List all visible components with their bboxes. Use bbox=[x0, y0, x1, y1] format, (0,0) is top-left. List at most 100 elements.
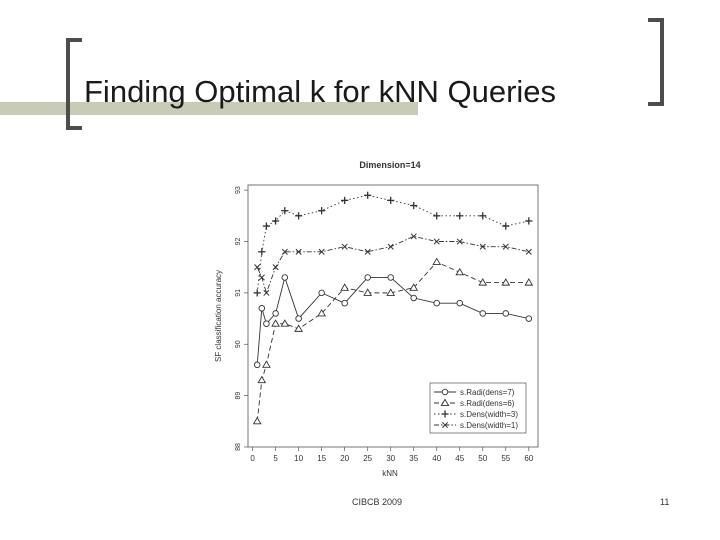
data-point bbox=[263, 289, 270, 296]
data-point bbox=[524, 278, 534, 286]
series-line bbox=[256, 275, 529, 365]
data-point bbox=[525, 248, 532, 255]
legend-label: s.Dens(width=3) bbox=[460, 410, 518, 419]
data-point bbox=[502, 243, 509, 250]
x-tick-label: 40 bbox=[432, 454, 441, 463]
data-point bbox=[410, 233, 417, 240]
data-point bbox=[254, 264, 261, 271]
series-line bbox=[256, 261, 529, 422]
legend-marker bbox=[441, 421, 449, 429]
x-tick-label: 45 bbox=[455, 454, 464, 463]
series-triangle bbox=[252, 257, 534, 425]
data-point bbox=[271, 319, 281, 327]
data-point bbox=[410, 294, 417, 302]
x-tick-label: 10 bbox=[294, 454, 303, 463]
data-point bbox=[294, 324, 304, 332]
x-tick-label: 60 bbox=[524, 454, 533, 463]
data-point bbox=[433, 212, 441, 220]
slide-title: Finding Optimal k for kNN Queries bbox=[84, 74, 557, 109]
data-point bbox=[257, 375, 267, 384]
data-point bbox=[258, 305, 266, 312]
data-point bbox=[409, 283, 419, 291]
data-point bbox=[456, 212, 464, 220]
data-point bbox=[252, 416, 262, 425]
data-point bbox=[258, 274, 265, 281]
y-tick-label: 92 bbox=[235, 238, 242, 246]
data-point bbox=[410, 201, 418, 210]
data-point bbox=[263, 320, 270, 327]
data-point bbox=[318, 207, 326, 215]
data-point bbox=[262, 360, 271, 368]
data-point bbox=[479, 243, 486, 250]
x-tick-label: 50 bbox=[478, 454, 487, 463]
legend-entry: s.Radi(dens=7) bbox=[434, 388, 515, 397]
plot-frame bbox=[247, 184, 539, 448]
data-point bbox=[258, 248, 266, 256]
x-tick-label: 25 bbox=[363, 454, 372, 463]
data-point bbox=[432, 257, 442, 266]
data-point bbox=[387, 243, 394, 250]
data-point bbox=[272, 310, 279, 317]
legend: s.Radi(dens=7) s.Radi(dens=6) s.Dens(width… bbox=[429, 382, 527, 434]
data-point bbox=[340, 283, 350, 291]
axes: 0 5 10 15 20 25 30 35 40 45 50 55 60 88 89 90 91 92 93 bbox=[235, 186, 534, 463]
data-point bbox=[317, 308, 327, 317]
data-point bbox=[387, 274, 394, 281]
x-tick-label: 20 bbox=[340, 454, 349, 463]
x-tick-label: 30 bbox=[386, 454, 395, 463]
legend-entry: s.Radi(dens=6) bbox=[434, 398, 515, 408]
data-point bbox=[386, 288, 396, 296]
data-point bbox=[318, 248, 325, 255]
y-tick-label: 89 bbox=[235, 392, 242, 400]
right-bracket-decoration bbox=[648, 18, 664, 106]
series-cross bbox=[254, 233, 532, 296]
legend-label: s.Dens(width=1) bbox=[460, 421, 518, 430]
data-point bbox=[295, 248, 302, 255]
data-point bbox=[281, 274, 289, 281]
y-tick-label: 93 bbox=[235, 186, 242, 194]
title-accent-band bbox=[0, 102, 418, 115]
data-point bbox=[272, 264, 279, 271]
data-point bbox=[281, 207, 289, 215]
footer-conference: CIBCB 2009 bbox=[352, 497, 403, 507]
data-point bbox=[456, 238, 463, 245]
data-point bbox=[455, 267, 465, 276]
x-tick-label: 0 bbox=[250, 454, 255, 463]
data-point bbox=[341, 196, 349, 205]
data-point bbox=[525, 315, 533, 322]
y-tick-label: 90 bbox=[235, 340, 242, 348]
x-tick-label: 15 bbox=[317, 454, 326, 463]
series-circle bbox=[253, 274, 533, 369]
legend-marker bbox=[441, 388, 449, 396]
x-tick-label: 5 bbox=[273, 454, 278, 463]
data-point bbox=[433, 299, 440, 307]
data-point bbox=[478, 278, 488, 286]
x-axis-label: kNN bbox=[382, 469, 398, 478]
legend-label: s.Radi(dens=6) bbox=[460, 399, 515, 408]
data-point bbox=[433, 238, 440, 245]
data-point bbox=[281, 248, 288, 255]
data-point bbox=[501, 278, 511, 286]
legend-entry: s.Dens(width=3) bbox=[434, 410, 518, 419]
legend-marker bbox=[441, 410, 449, 418]
data-point bbox=[318, 289, 325, 297]
data-point bbox=[253, 289, 261, 297]
y-tick-label: 91 bbox=[235, 289, 242, 297]
legend-label: s.Radi(dens=7) bbox=[460, 388, 515, 397]
legend-entry: s.Dens(width=1) bbox=[434, 421, 518, 430]
page-number: 11 bbox=[660, 497, 670, 507]
y-axis-label: SF classification accuracy bbox=[214, 270, 223, 362]
data-point bbox=[387, 196, 395, 205]
data-point bbox=[253, 361, 261, 369]
series-plus bbox=[253, 191, 533, 297]
series-line bbox=[256, 235, 529, 295]
data-point bbox=[272, 217, 280, 225]
data-point bbox=[479, 212, 487, 220]
data-point bbox=[364, 248, 371, 255]
data-point bbox=[525, 217, 533, 225]
legend-marker bbox=[440, 398, 450, 406]
data-point bbox=[502, 310, 510, 317]
data-point bbox=[341, 299, 348, 307]
series-line bbox=[256, 194, 529, 293]
